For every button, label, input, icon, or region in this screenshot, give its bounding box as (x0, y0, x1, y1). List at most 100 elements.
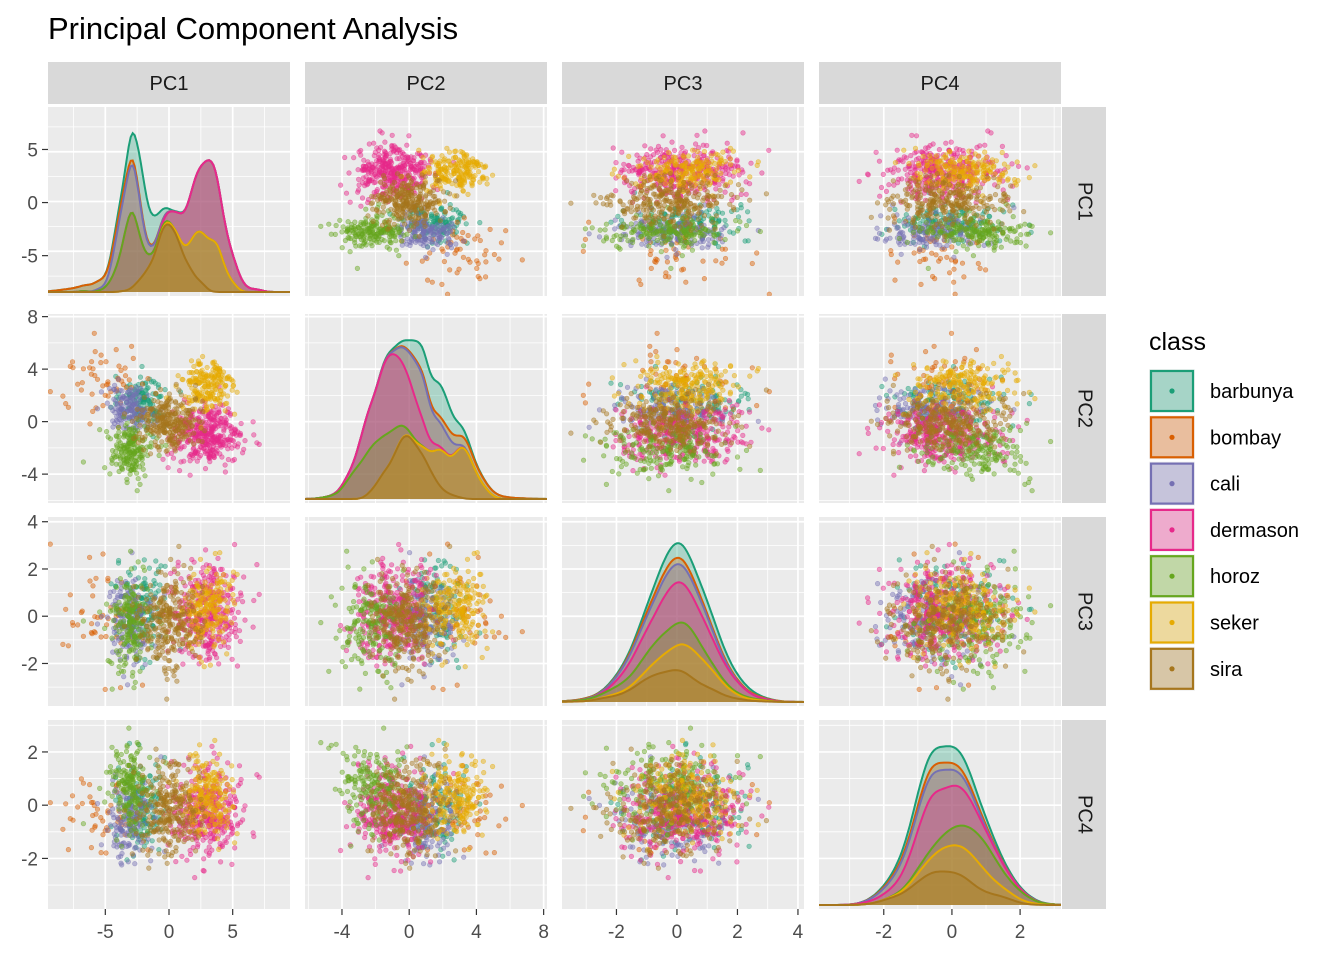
point-bombay (460, 254, 467, 260)
point-seker (460, 188, 466, 194)
point-dermason (346, 170, 352, 176)
point-dermason (355, 167, 361, 173)
point-sira (708, 202, 714, 208)
point-sira (408, 207, 415, 213)
point-dermason (647, 154, 654, 160)
point-sira (695, 216, 702, 222)
point-horoz (683, 231, 689, 237)
point-cali (653, 241, 659, 247)
scatter-points (568, 128, 772, 296)
point-horoz (412, 234, 418, 240)
point-bombay (477, 276, 483, 282)
point-bombay (483, 274, 489, 280)
point-sira (419, 172, 425, 178)
point-sira (933, 184, 940, 190)
point-horoz (1015, 224, 1021, 230)
point-seker (648, 164, 654, 170)
point-bombay (87, 421, 93, 427)
point-horoz (396, 229, 402, 235)
point-cali (664, 254, 670, 260)
point-horoz (580, 243, 587, 249)
point-dermason (894, 147, 900, 153)
point-dermason (406, 159, 412, 165)
point-bombay (460, 229, 466, 236)
point-sira (591, 192, 597, 198)
point-sira (673, 209, 679, 215)
point-dermason (376, 170, 383, 176)
point-sira (379, 222, 386, 228)
point-bombay (425, 277, 431, 283)
point-seker (490, 172, 496, 178)
point-sira (909, 193, 916, 199)
point-seker (482, 164, 488, 170)
point-bombay (454, 219, 460, 225)
point-sira (874, 200, 881, 206)
point-horoz (318, 223, 324, 229)
point-sira (894, 193, 901, 199)
point-dermason (922, 145, 929, 151)
point-bombay (911, 250, 917, 256)
point-seker (952, 161, 958, 167)
point-dermason (186, 453, 192, 460)
point-sira (956, 189, 963, 195)
point-seker (468, 180, 475, 186)
point-seker (701, 175, 707, 182)
point-horoz (654, 231, 660, 237)
point-bombay (503, 228, 509, 234)
point-horoz (401, 232, 407, 238)
point-cali (438, 222, 444, 228)
point-cali (104, 400, 110, 406)
point-seker (446, 178, 452, 184)
point-sira (954, 198, 960, 204)
point-sira (598, 195, 604, 201)
point-sira (923, 183, 929, 189)
point-sira (722, 183, 728, 189)
density-line-sira (48, 223, 290, 293)
point-sira (633, 207, 639, 213)
point-horoz (601, 238, 607, 244)
point-bombay (933, 252, 939, 258)
point-sira (697, 183, 703, 189)
point-sira (695, 211, 701, 217)
point-dermason (677, 156, 683, 162)
point-seker (979, 161, 986, 167)
point-seker (439, 153, 445, 159)
point-dermason (648, 146, 654, 152)
point-horoz (970, 253, 977, 259)
point-dermason (382, 168, 389, 174)
point-horoz (1004, 234, 1011, 240)
point-bombay (67, 363, 73, 370)
point-dermason (725, 167, 731, 173)
point-bombay (648, 248, 654, 254)
point-sira (965, 205, 971, 211)
point-bombay (586, 219, 592, 225)
point-bombay (80, 366, 86, 372)
point-dermason (644, 152, 650, 158)
point-dermason (205, 437, 211, 443)
point-horoz (630, 226, 637, 232)
point-cali (124, 396, 130, 402)
point-bombay (441, 258, 448, 265)
point-sira (929, 178, 936, 184)
point-dermason (165, 465, 171, 471)
point-horoz (713, 220, 719, 226)
point-sira (674, 194, 680, 200)
point-sira (407, 227, 413, 233)
point-sira (434, 178, 440, 184)
point-dermason (722, 189, 728, 195)
point-dermason (864, 171, 871, 177)
point-seker (974, 168, 980, 174)
point-bombay (949, 244, 955, 250)
point-bombay (440, 248, 446, 254)
point-dermason (613, 188, 619, 194)
point-sira (681, 203, 687, 209)
point-horoz (603, 221, 610, 227)
point-sira (999, 221, 1005, 227)
point-horoz (1018, 232, 1024, 238)
point-dermason (160, 456, 166, 462)
point-sira (987, 219, 993, 225)
point-sira (646, 201, 653, 208)
point-horoz (991, 239, 997, 245)
point-bombay (663, 247, 669, 253)
point-sira (393, 188, 400, 195)
